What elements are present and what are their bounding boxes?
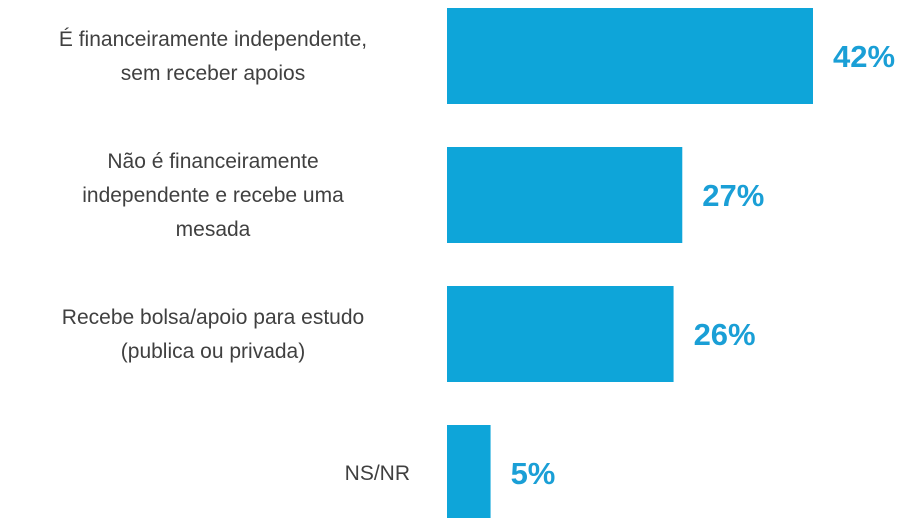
category-line: mesada (176, 218, 251, 241)
category-label: É financeiramente independente, sem receb… (59, 28, 367, 85)
bar (447, 425, 491, 518)
category-line: Recebe bolsa/apoio para estudo (62, 306, 364, 329)
bar (447, 8, 813, 104)
category-line: Não é financeiramente (107, 150, 318, 173)
category-line: independente e recebe uma (82, 184, 344, 207)
value-label: 42% (833, 39, 895, 74)
category-line: (publica ou privada) (121, 340, 305, 363)
bar (447, 147, 683, 243)
category-label: NS/NR (345, 462, 410, 485)
category-line: sem receber apoios (121, 62, 305, 85)
category-label: Não é financeiramente independente e rece… (82, 150, 344, 241)
category-label: Recebe bolsa/apoio para estudo (publica o… (62, 306, 364, 363)
value-label: 27% (702, 178, 764, 213)
category-line: É financeiramente independente, (59, 28, 367, 51)
value-label: 26% (694, 317, 756, 352)
value-label: 5% (511, 456, 556, 491)
category-line: NS/NR (345, 462, 410, 485)
bar (447, 286, 674, 382)
